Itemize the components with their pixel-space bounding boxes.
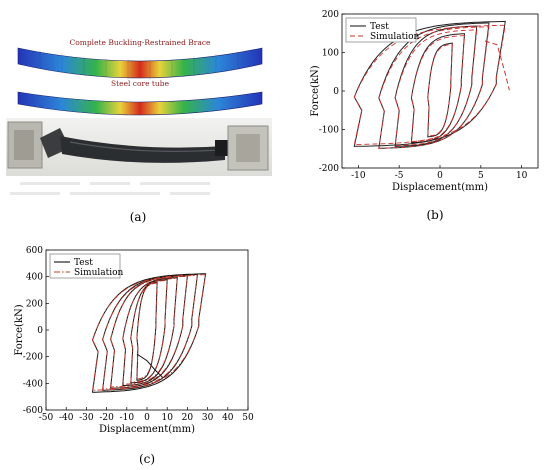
y-axis-label: Force(kN) <box>14 304 25 355</box>
legend-label: Test <box>370 22 389 32</box>
x-tick-label: 10 <box>516 171 528 181</box>
simulation-hysteresis-loop <box>427 43 453 137</box>
y-tick-label: 0 <box>333 87 339 97</box>
simulation-hysteresis-loop <box>122 277 178 385</box>
y-tick-label: 0 <box>37 326 43 336</box>
legend-box <box>345 17 417 43</box>
simulation-hysteresis-loop <box>410 35 465 142</box>
x-tick-label: -10 <box>351 171 366 181</box>
x-tick-label: 30 <box>202 413 214 423</box>
panel-c: -50 -40 -30 -20 -10 0 10 20 30 40 50 -600 -400 -200 0 2… <box>0 238 270 453</box>
x-axis-label: Displacement(mm) <box>99 424 195 435</box>
x-tick-label: -30 <box>79 413 94 423</box>
legend-label: Simulation <box>74 268 124 278</box>
x-tick-label: 20 <box>182 413 194 423</box>
panel-a: Complete Buckling-Restrained Brace Steel… <box>0 0 275 225</box>
y-tick-label: 600 <box>26 246 43 256</box>
x-axis-label: Displacement(mm) <box>392 182 488 193</box>
x-tick-label: -5 <box>395 171 404 181</box>
caption-b: (b) <box>426 208 444 222</box>
x-tick-label: 10 <box>161 413 173 423</box>
legend-box <box>49 253 121 279</box>
y-axis-label: Force(kN) <box>310 65 321 116</box>
legend-label: Test <box>74 258 93 268</box>
x-tick-label: 0 <box>144 413 150 423</box>
test-hysteresis-loop <box>394 25 478 147</box>
watermark-lines <box>10 182 210 195</box>
x-tick-label: -10 <box>120 413 135 423</box>
x-tick-label: 40 <box>222 413 234 423</box>
simulation-tail-line <box>484 40 510 91</box>
x-tick-label: -50 <box>39 413 54 423</box>
test-tail-line <box>136 353 164 379</box>
brace-illustration: Complete Buckling-Restrained Brace Steel… <box>6 38 272 195</box>
simulation-hysteresis-loop <box>91 274 207 391</box>
x-tick-label: -40 <box>59 413 74 423</box>
fe-label-core: Steel core tube <box>111 79 170 88</box>
fe-label-complete: Complete Buckling-Restrained Brace <box>70 38 212 47</box>
simulation-hysteresis-loop <box>130 279 168 383</box>
caption-c: (c) <box>138 452 156 466</box>
y-tick-label: 400 <box>26 273 43 283</box>
simulation-hysteresis-loop <box>394 29 478 147</box>
x-tick-label: -20 <box>99 413 114 423</box>
caption-a: (a) <box>129 210 147 224</box>
chart-c: -50 -40 -30 -20 -10 0 10 20 30 40 50 -600 -400 -200 0 2… <box>14 246 254 435</box>
panel-b: -10 -5 0 5 10 -200 -100 0 100 200 Displacement(mm)… <box>280 0 550 200</box>
y-tick-label: -100 <box>319 126 339 136</box>
fe-steel-core-tube <box>17 91 263 116</box>
y-tick-label: 200 <box>322 10 339 20</box>
y-tick-label: -400 <box>23 379 43 389</box>
x-tick-label: 50 <box>242 413 254 423</box>
x-tick-label: 0 <box>437 171 443 181</box>
y-tick-label: -200 <box>319 164 339 174</box>
fe-brace-complete <box>17 47 263 79</box>
simulation-hysteresis-loop <box>102 275 199 390</box>
y-tick-label: -600 <box>23 406 43 416</box>
simulation-hysteresis-loop <box>136 282 158 380</box>
y-tick-label: 100 <box>322 49 339 59</box>
test-hysteresis-loop <box>102 273 199 391</box>
x-tick-label: 5 <box>478 171 484 181</box>
chart-b: -10 -5 0 5 10 -200 -100 0 100 200 Displacement(mm)… <box>310 10 539 193</box>
test-hysteresis-loop <box>91 273 207 393</box>
simulation-hysteresis-loop <box>378 26 490 149</box>
y-tick-label: 200 <box>26 299 43 309</box>
y-tick-label: -200 <box>23 353 43 363</box>
legend-label: Simulation <box>370 32 420 42</box>
simulation-hysteresis-loop <box>110 275 188 388</box>
specimen-photo <box>6 118 272 176</box>
test-hysteresis-loop <box>427 42 453 138</box>
